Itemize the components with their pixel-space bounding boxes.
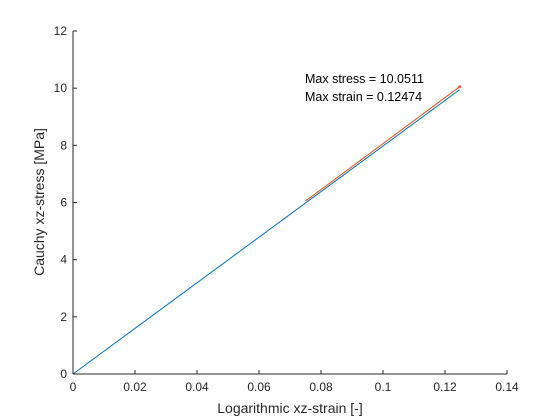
ticks-layer: 0 0.02 0.04 0.06 0.08 0.1 0.12 0.14 0 2 4 6 8 10 12 xyxy=(54,24,519,394)
x-tick-label: 0 xyxy=(70,380,77,394)
series-line-2 xyxy=(305,86,460,202)
x-tick-label: 0.02 xyxy=(123,380,147,394)
y-tick-label: 8 xyxy=(60,138,67,152)
max-stress-annotation: Max stress = 10.0511 xyxy=(305,72,424,86)
plot-area xyxy=(73,31,507,374)
x-tick-label: 0.12 xyxy=(433,380,457,394)
y-tick-label: 4 xyxy=(60,253,67,267)
y-tick-label: 12 xyxy=(54,24,68,38)
series-layer xyxy=(72,85,462,375)
y-tick-label: 10 xyxy=(54,81,68,95)
max-point-marker xyxy=(458,85,462,89)
y-tick-label: 6 xyxy=(60,196,67,210)
x-tick-label: 0.04 xyxy=(185,380,209,394)
y-tick-label: 0 xyxy=(60,367,67,381)
x-tick-label: 0.14 xyxy=(495,380,519,394)
y-axis-label: Cauchy xz-stress [MPa] xyxy=(31,128,47,276)
x-tick-label: 0.1 xyxy=(375,380,392,394)
y-tick-label: 2 xyxy=(60,310,67,324)
x-tick-label: 0.06 xyxy=(247,380,271,394)
plot-background xyxy=(73,31,507,374)
series-line-1 xyxy=(72,89,460,375)
x-axis-label: Logarithmic xz-strain [-] xyxy=(217,400,362,416)
max-strain-annotation: Max strain = 0.12474 xyxy=(305,90,422,104)
x-tick-label: 0.08 xyxy=(309,380,333,394)
